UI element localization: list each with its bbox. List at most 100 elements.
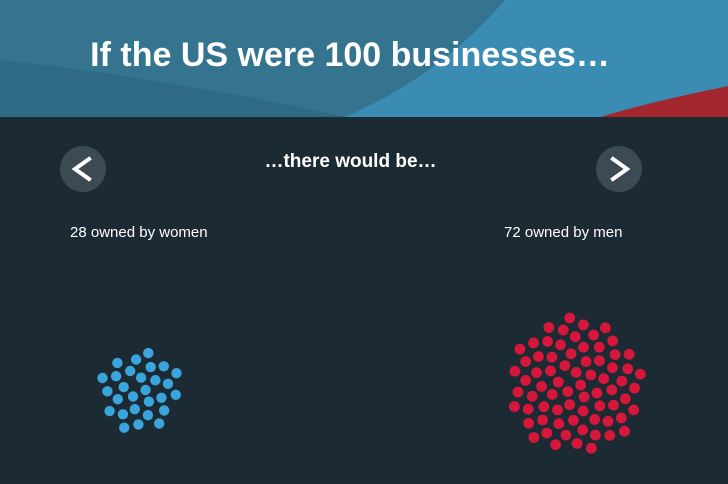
men-business-dot [609, 349, 621, 360]
women-business-dot [119, 422, 130, 433]
men-dot-cluster [509, 312, 646, 454]
men-business-dot [616, 375, 628, 387]
women-business-dot [125, 365, 136, 377]
men-business-dot [575, 379, 587, 391]
men-business-dot [555, 339, 566, 351]
women-dot-cluster [97, 347, 182, 433]
women-business-dot [159, 405, 170, 416]
men-business-dot [571, 438, 583, 449]
men-business-dot [522, 403, 534, 415]
men-business-dot [619, 393, 631, 405]
women-business-dot [145, 361, 156, 373]
women-business-dot [127, 391, 139, 402]
men-business-dot [545, 365, 556, 377]
men-business-dot [608, 399, 619, 411]
men-business-dot [559, 360, 571, 371]
header-background [0, 0, 728, 117]
men-count-label: 72 owned by men [504, 224, 623, 241]
women-count-label: 28 owned by women [70, 224, 208, 241]
men-business-dot [557, 324, 569, 336]
men-business-dot [509, 401, 520, 412]
women-business-dot [117, 409, 129, 420]
women-business-dot [112, 394, 123, 405]
men-business-dot [542, 336, 553, 347]
men-business-dot [577, 405, 589, 417]
men-business-dot [531, 367, 542, 379]
men-business-dot [553, 418, 565, 430]
women-business-dot [143, 347, 154, 359]
men-business-dot [589, 429, 601, 441]
men-business-dot [509, 365, 521, 377]
men-business-dot [602, 415, 614, 427]
men-business-dot [604, 430, 616, 441]
men-business-dot [536, 381, 547, 392]
previous-button[interactable] [60, 146, 106, 192]
women-business-dot [170, 389, 181, 400]
men-business-dot [520, 375, 531, 386]
men-business-dot [594, 355, 605, 367]
men-business-dot [593, 341, 605, 353]
men-business-dot [552, 376, 564, 388]
men-business-dot [607, 362, 618, 374]
women-business-dot [162, 378, 174, 389]
men-business-dot [528, 337, 539, 349]
women-business-dot [142, 410, 154, 421]
men-business-dot [565, 348, 577, 360]
men-business-dot [562, 386, 574, 397]
men-business-dot [585, 369, 597, 381]
men-business-dot [546, 389, 558, 400]
men-business-dot [623, 348, 635, 360]
men-business-dot [537, 414, 548, 426]
women-business-dot [158, 361, 169, 372]
next-button[interactable] [596, 146, 642, 192]
men-business-dot [564, 312, 576, 324]
women-business-dot [97, 372, 108, 384]
men-business-dot [598, 373, 610, 385]
women-business-dot [102, 386, 113, 397]
subtitle: …there would be… [264, 151, 437, 172]
men-business-dot [594, 400, 606, 412]
women-business-dot [129, 404, 140, 415]
men-business-dot [538, 401, 550, 413]
men-business-dot [570, 367, 582, 378]
page-title: If the US were 100 businesses… [90, 36, 610, 74]
women-business-dot [118, 381, 129, 393]
men-business-dot [622, 363, 634, 375]
men-business-dot [552, 404, 563, 416]
men-business-dot [628, 404, 640, 416]
women-business-dot [130, 354, 142, 365]
men-business-dot [568, 414, 579, 426]
men-business-dot [606, 384, 618, 396]
men-business-dot [634, 368, 646, 380]
men-business-dot [591, 387, 603, 399]
men-business-dot [523, 417, 534, 429]
men-business-dot [546, 351, 558, 363]
men-business-dot [580, 356, 592, 367]
women-business-dot [133, 419, 144, 430]
women-business-dot [104, 405, 115, 417]
men-business-dot [607, 335, 618, 347]
men-business-dot [577, 424, 589, 436]
women-business-dot [171, 368, 182, 379]
men-business-dot [533, 351, 544, 362]
men-business-dot [569, 331, 581, 343]
men-business-dot [514, 343, 526, 355]
men-business-dot [543, 322, 555, 333]
women-business-dot [156, 392, 167, 403]
women-business-dot [110, 371, 122, 382]
men-business-dot [578, 391, 590, 403]
men-business-dot [588, 329, 599, 341]
men-business-dot [560, 429, 572, 441]
men-business-dot [578, 341, 589, 353]
men-business-dot [541, 427, 553, 439]
men-business-dot [520, 356, 532, 367]
men-business-dot [528, 432, 540, 443]
men-business-dot [512, 386, 524, 398]
men-business-dot [578, 319, 589, 331]
men-business-dot [629, 382, 640, 394]
men-business-dot [615, 412, 627, 424]
women-business-dot [143, 396, 155, 407]
women-business-dot [135, 372, 147, 383]
men-business-dot [585, 442, 597, 454]
women-business-dot [112, 357, 123, 369]
